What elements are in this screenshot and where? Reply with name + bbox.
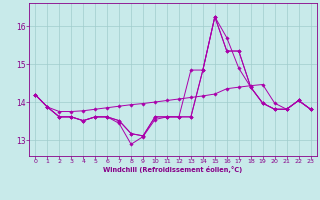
- X-axis label: Windchill (Refroidissement éolien,°C): Windchill (Refroidissement éolien,°C): [103, 166, 243, 173]
